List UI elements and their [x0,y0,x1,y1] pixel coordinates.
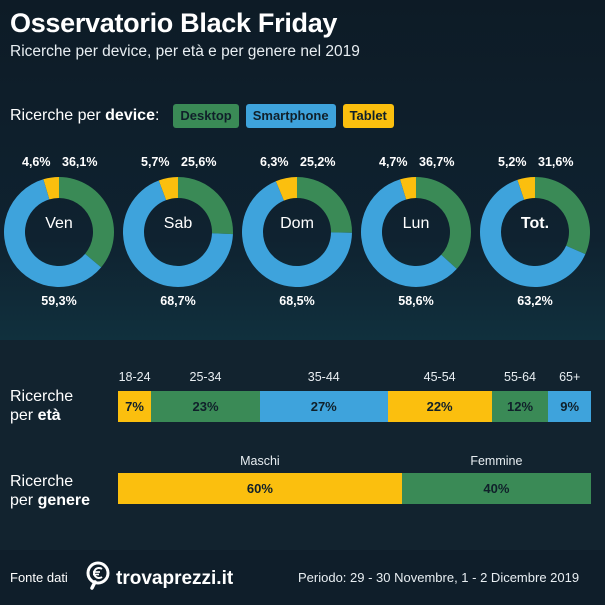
donut-center-label: Ven [45,215,73,232]
page-subtitle: Ricerche per device, per età e per gener… [10,43,360,60]
trovaprezzi-logo[interactable]: trovaprezzi.it [84,561,233,596]
bar-segment-45-54: 22% [387,391,492,422]
donut-svg [123,177,233,287]
slice-desktop [416,177,471,269]
label-smartphone: 68,5% [279,294,315,308]
device-legend-row: Ricerche per device: Desktop Smartphone … [10,103,401,129]
category-label: 35-44 [307,370,340,384]
label-desktop: 31,6% [538,155,574,169]
label-tablet: 6,3% [260,155,289,169]
bar-segment-18-24: 7% [118,391,152,422]
slice-tablet [399,177,416,200]
slice-smartphone [242,181,352,287]
label-smartphone: 58,6% [398,294,434,308]
bar-segment-femmine: 40% [401,473,591,504]
label-desktop: 36,7% [419,155,455,169]
label-desktop: 25,2% [300,155,336,169]
category-label: 25-34 [189,370,222,384]
donut-center-label: Sab [163,215,193,232]
slice-desktop [59,177,114,268]
category-label: 45-54 [423,370,456,384]
label-smartphone: 63,2% [517,294,553,308]
label-smartphone: 68,7% [160,294,196,308]
label-tablet: 5,2% [498,155,527,169]
category-label: Femmine [470,454,523,468]
label-tablet: 4,7% [379,155,408,169]
slice-tablet [275,177,297,201]
category-label: 65+ [559,370,581,384]
donut-sab: 5,7% 25,6% 68,7% Sab [121,150,235,320]
legend-desktop: Desktop [173,104,239,128]
donut-svg [3,177,114,287]
donut-lun: 4,7% 36,7% 58,6% Lun [359,150,473,320]
donut-svg [242,177,352,287]
slice-smartphone [3,179,102,287]
brand-name: trovaprezzi.it [116,567,234,589]
category-label: Maschi [240,454,280,468]
legend-tablet: Tablet [342,104,394,128]
label-desktop: 36,1% [62,155,98,169]
bar-segment-maschi: 60% [118,473,402,504]
donut-svg [480,177,590,287]
slice-smartphone [123,180,233,287]
middle-background [0,340,605,550]
page-title: Osservatorio Black Friday [10,8,338,38]
category-label: 18-24 [118,370,151,384]
bar-segment-35-44: 27% [259,391,388,422]
device-section-label: Ricerche per device: [10,107,160,124]
slice-desktop [178,177,233,235]
donut-ven: 4,6% 36,1% 59,3% Ven [2,150,116,320]
donut-svg [361,177,471,287]
donut-center-label: Tot. [520,215,550,232]
legend-smartphone: Smartphone [245,104,336,128]
gender-stacked-bar: 60% 40% [118,473,591,504]
search-euro-icon [84,561,112,596]
label-desktop: 25,6% [181,155,217,169]
period-text: Periodo: 29 - 30 Novembre, 1 - 2 Dicembr… [298,570,580,585]
slice-tablet [43,177,59,200]
slice-smartphone [361,179,457,287]
slice-tablet [517,177,535,200]
donut-dom: 6,3% 25,2% 68,5% Dom [240,150,354,320]
slice-desktop [535,177,590,255]
gender-section-label: Ricerche per genere [10,473,91,509]
label-smartphone: 59,3% [41,294,77,308]
slice-desktop [297,177,352,233]
category-label: 55-64 [504,370,537,384]
label-tablet: 4,6% [22,155,51,169]
source-label: Fonte dati [10,570,68,585]
bar-segment-55-64: 12% [491,391,549,422]
bar-segment-25-34: 23% [151,391,260,422]
slice-smartphone [480,179,586,287]
donut-center-label: Lun [402,215,430,232]
age-stacked-bar: 7% 23% 27% 22% 12% 9% [118,391,591,422]
donut-tot: 5,2% 31,6% 63,2% Tot. [478,150,592,320]
age-section-label: Ricerche per età [10,388,74,424]
bar-segment-65+: 9% [548,391,591,422]
donut-center-label: Dom [280,215,314,232]
label-tablet: 5,7% [141,155,170,169]
slice-tablet [158,177,178,201]
